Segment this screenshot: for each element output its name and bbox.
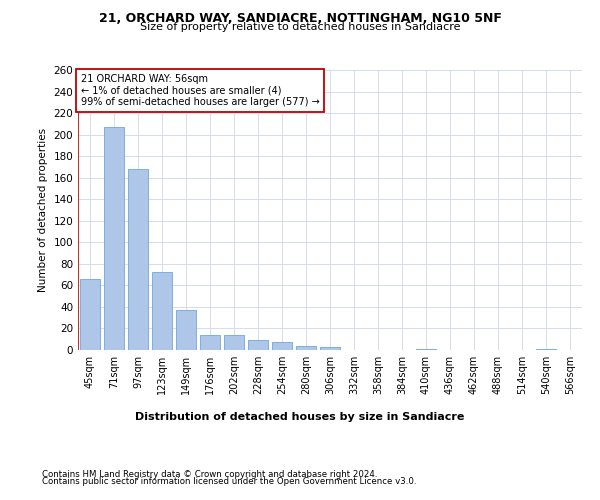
- Text: 21 ORCHARD WAY: 56sqm
← 1% of detached houses are smaller (4)
99% of semi-detach: 21 ORCHARD WAY: 56sqm ← 1% of detached h…: [80, 74, 319, 108]
- Text: Contains HM Land Registry data © Crown copyright and database right 2024.: Contains HM Land Registry data © Crown c…: [42, 470, 377, 479]
- Bar: [248, 340, 268, 350]
- Bar: [272, 342, 292, 350]
- Bar: [320, 347, 340, 350]
- Text: 21, ORCHARD WAY, SANDIACRE, NOTTINGHAM, NG10 5NF: 21, ORCHARD WAY, SANDIACRE, NOTTINGHAM, …: [98, 12, 502, 26]
- Bar: [224, 335, 244, 350]
- Bar: [536, 349, 556, 350]
- Bar: [128, 169, 148, 350]
- Bar: [200, 335, 220, 350]
- Y-axis label: Number of detached properties: Number of detached properties: [38, 128, 48, 292]
- Bar: [104, 127, 124, 350]
- Bar: [416, 349, 436, 350]
- Text: Distribution of detached houses by size in Sandiacre: Distribution of detached houses by size …: [136, 412, 464, 422]
- Bar: [152, 272, 172, 350]
- Bar: [80, 279, 100, 350]
- Bar: [296, 346, 316, 350]
- Text: Contains public sector information licensed under the Open Government Licence v3: Contains public sector information licen…: [42, 478, 416, 486]
- Bar: [176, 310, 196, 350]
- Text: Size of property relative to detached houses in Sandiacre: Size of property relative to detached ho…: [140, 22, 460, 32]
